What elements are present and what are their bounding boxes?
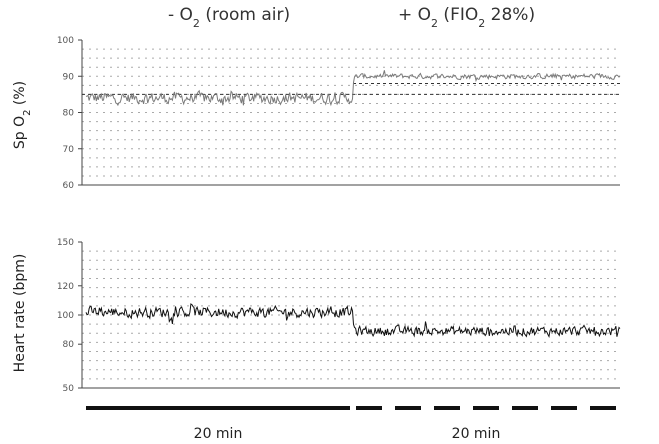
condition-label-oxygen: + O2 (FIO2 28%) [398,5,535,30]
spo2-panel: 60 70 80 90 100 [57,36,621,191]
heart-rate-panel: 50 80 100 120 150 [57,238,621,394]
y-tick-label: 150 [57,238,74,248]
duration-label-oxygen: 20 min [452,426,501,442]
duration-label-room-air: 20 min [194,426,243,442]
y-tick-label: 120 [57,282,74,292]
series-line [85,303,621,339]
heart-rate-axis-label: Heart rate (bpm) [12,254,28,373]
condition-label-room-air: - O2 (room air) [168,5,290,30]
y-tick-label: 60 [63,181,75,191]
y-tick-label: 50 [63,384,75,394]
spo2-axis-label: Sp O2 (%) [12,81,33,149]
y-tick-label: 80 [63,340,75,350]
series-line [85,70,621,107]
y-tick-label: 80 [63,109,75,119]
y-tick-label: 100 [57,36,74,46]
y-tick-label: 100 [57,311,74,321]
y-tick-label: 70 [63,145,75,155]
y-tick-label: 90 [63,72,75,82]
